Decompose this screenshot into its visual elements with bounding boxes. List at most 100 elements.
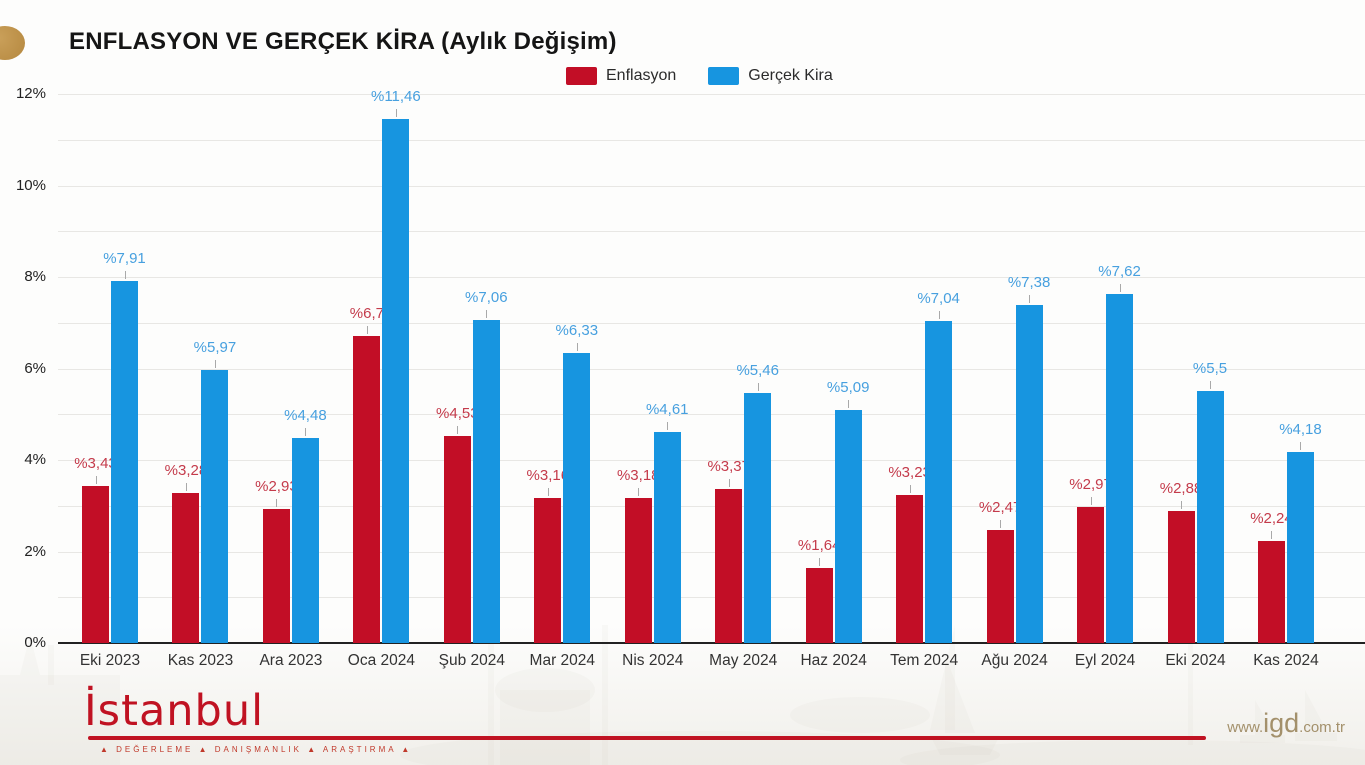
bar-gercek-kira-ağu-2024 [1015, 305, 1043, 643]
bar-gercek-kira-kas-2023 [201, 369, 229, 643]
value-label: %7,04 [917, 289, 960, 307]
bar-enflasyon-eyl-2024 [1077, 507, 1105, 643]
value-label: %7,91 [103, 250, 146, 268]
logo-tagline: ▲ DEĞERLEME ▲ DANIŞMANLIK ▲ ARAŞTIRMA ▲ [100, 745, 413, 754]
value-label-leader [1000, 519, 1002, 528]
legend: Enflasyon Gerçek Kira [566, 67, 853, 85]
value-label: %7,38 [1007, 274, 1051, 292]
value-label-leader [1119, 284, 1121, 293]
value-label-leader [848, 400, 850, 409]
value-label: %3,28 [164, 461, 208, 479]
x-axis-tick-label: Kas 2023 [167, 652, 234, 669]
value-label-leader [366, 326, 368, 335]
site-url-suffix: .com.tr [1299, 719, 1345, 736]
gridline [58, 414, 1365, 416]
value-label-leader [576, 343, 578, 352]
value-label: %3,37 [707, 457, 750, 475]
bar-gercek-kira-tem-2024 [925, 320, 953, 643]
bar-enflasyon-tem-2024 [896, 495, 924, 643]
value-label: %5,46 [736, 362, 779, 380]
legend-label: Gerçek Kira [748, 67, 833, 84]
x-axis-line [58, 642, 1365, 644]
bar-enflasyon-kas-2023 [172, 492, 200, 643]
gridline [58, 460, 1365, 461]
value-label: %7,62 [1098, 263, 1141, 281]
value-label-leader [395, 108, 397, 117]
value-label-leader [185, 482, 187, 491]
value-label-leader [486, 310, 488, 318]
page-title: ENFLASYON VE GERÇEK KİRA (Aylık Değişim) [69, 28, 617, 55]
bar-enflasyon-eki-2024 [1167, 511, 1195, 643]
bar-gercek-kira-oca-2024 [382, 118, 410, 643]
value-label: %7,06 [465, 289, 508, 306]
gridline [58, 185, 1365, 187]
x-axis-tick-label: May 2024 [709, 652, 778, 669]
value-label: %1,64 [797, 536, 841, 554]
y-axis-tick-label: 12% [15, 85, 46, 102]
value-label: %6,33 [555, 322, 599, 340]
value-label-leader [305, 428, 307, 437]
x-axis-tick-label: Ara 2023 [259, 652, 323, 669]
value-label: %2,93 [255, 477, 298, 495]
value-label-leader [1271, 530, 1273, 539]
x-axis-tick-label: Tem 2024 [890, 652, 959, 669]
value-label: %2,24 [1250, 509, 1293, 527]
y-axis-tick-label: 6% [24, 359, 46, 377]
x-axis-tick-label: Kas 2024 [1253, 652, 1319, 669]
value-label-leader [276, 498, 278, 507]
value-label-leader [1029, 295, 1031, 304]
bar-enflasyon-haz-2024 [805, 567, 833, 643]
bar-gercek-kira-nis-2024 [653, 432, 681, 643]
bar-enflasyon-nis-2024 [624, 497, 652, 643]
x-axis-tick-label: Nis 2024 [622, 652, 684, 669]
gridline [58, 139, 1365, 141]
value-label-leader [819, 557, 821, 566]
value-label-leader [1181, 501, 1183, 510]
gridline [58, 277, 1365, 278]
value-label: %5,97 [193, 338, 237, 356]
value-label: %2,88 [1159, 480, 1203, 498]
value-label: %3,23 [888, 464, 931, 482]
x-axis-tick-label: Eki 2024 [1165, 652, 1226, 669]
x-axis-tick-label: Şub 2024 [438, 652, 506, 669]
bar-gercek-kira-may-2024 [744, 393, 772, 643]
value-label: %5,5 [1192, 360, 1228, 378]
y-axis-tick-label: 0% [24, 634, 46, 651]
value-label-leader [547, 488, 549, 497]
bar-gercek-kira-eki-2023 [111, 281, 138, 643]
value-label-leader [728, 478, 730, 487]
bar-enflasyon-eki-2023 [82, 486, 109, 643]
gridline [58, 551, 1365, 553]
value-label-leader [457, 425, 459, 434]
value-label: %6,7 [349, 305, 384, 323]
x-axis-tick-label: Ağu 2024 [981, 652, 1048, 669]
site-url-brand: igd [1263, 708, 1300, 738]
y-axis-tick-label: 4% [24, 451, 46, 468]
value-label: %4,18 [1279, 420, 1322, 438]
value-label-leader [1300, 441, 1302, 450]
bar-gercek-kira-kas-2024 [1286, 451, 1314, 643]
value-label-leader [1090, 497, 1092, 506]
x-axis-tick-label: Oca 2024 [347, 652, 415, 669]
gridline [58, 94, 1365, 95]
value-label: %4,48 [284, 407, 327, 425]
value-label: %3,43 [74, 455, 117, 473]
y-axis-tick-label: 2% [24, 542, 46, 560]
gridline [58, 597, 1365, 599]
value-label: %3,16 [526, 467, 570, 485]
y-axis-tick-label: 10% [15, 176, 46, 194]
site-url-prefix: www. [1227, 719, 1264, 736]
gridline [58, 231, 1365, 233]
bar-gercek-kira-eki-2024 [1196, 391, 1224, 643]
value-label: %2,97 [1069, 476, 1112, 494]
istanbul-logo: İstanbul [84, 686, 265, 736]
bar-enflasyon-mar-2024 [534, 498, 562, 643]
value-label: %3,18 [616, 466, 660, 484]
value-label: %4,53 [436, 404, 479, 422]
value-label-leader [938, 310, 940, 319]
bar-enflasyon-ağu-2024 [986, 529, 1014, 643]
legend-item-gercek-kira: Gerçek Kira [708, 67, 833, 85]
value-label: %5,09 [826, 379, 870, 397]
site-url-watermark: www. igd .com.tr [1227, 708, 1345, 739]
